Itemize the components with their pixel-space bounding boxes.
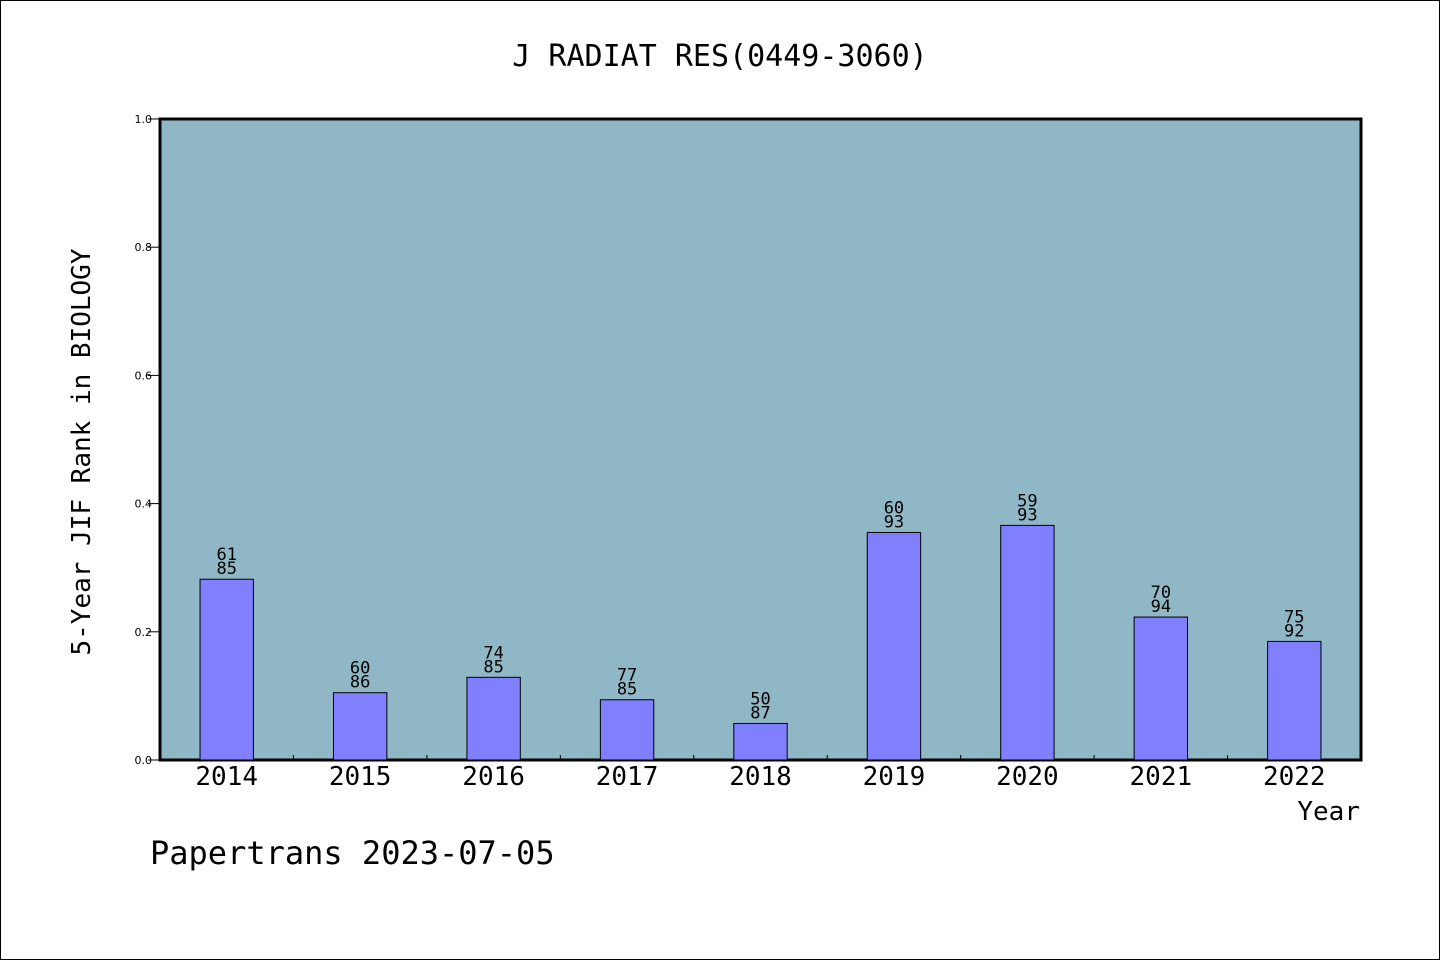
bar-label-top-2017: 77 [617, 666, 637, 686]
bar-label-bottom-2016: 85 [483, 657, 503, 677]
bar-label-bottom-2018: 87 [750, 703, 770, 723]
bar-label-top-2015: 60 [350, 659, 370, 679]
y-axis-label: 5-Year JIF Rank in BIOLOGY [67, 248, 97, 655]
bar-2019 [866, 531, 922, 761]
x-tick-label-2019: 2019 [863, 762, 926, 792]
bar-2021 [1133, 616, 1189, 761]
bar-label-bottom-2014: 85 [216, 559, 236, 579]
bar-label-top-2020: 59 [1017, 491, 1037, 511]
x-tick-label-2015: 2015 [329, 762, 392, 792]
bar-2014 [199, 578, 254, 761]
y-tick-label: 0.2 [135, 626, 153, 639]
x-tick-label-2021: 2021 [1130, 762, 1193, 792]
x-tick-label-2014: 2014 [195, 762, 258, 792]
x-tick-label-2016: 2016 [462, 762, 525, 792]
y-axis-ticks: 0.0 0.2 0.4 0.6 0.8 1.0 [135, 113, 160, 767]
bar-2018 [733, 722, 788, 761]
bar-2022 [1267, 640, 1322, 761]
x-axis-ticks: 2014 2015 2016 2017 2018 2019 2020 2021 2022 [195, 755, 1326, 792]
bar-label-bottom-2019: 93 [884, 512, 904, 532]
bar-label-top-2022: 75 [1284, 607, 1304, 627]
chart-title: J RADIAT RES(0449-3060) [512, 39, 927, 74]
bar-label-top-2014: 61 [216, 545, 236, 565]
bar-label-top-2016: 74 [483, 643, 503, 663]
bar-label-top-2019: 60 [884, 498, 904, 518]
y-tick-label: 0.8 [135, 241, 153, 254]
y-tick-label: 1.0 [135, 113, 153, 126]
bar-label-bottom-2022: 92 [1284, 621, 1304, 641]
bar-2020 [1000, 524, 1055, 761]
bar-label-bottom-2021: 94 [1151, 597, 1171, 617]
x-tick-label-2017: 2017 [596, 762, 659, 792]
bar-label-bottom-2020: 93 [1017, 505, 1037, 525]
x-tick-label-2018: 2018 [729, 762, 792, 792]
bar-2016 [466, 676, 521, 761]
y-tick-label: 0.0 [135, 754, 153, 767]
x-tick-label-2022: 2022 [1263, 762, 1326, 792]
bar-label-top-2021: 70 [1151, 583, 1171, 603]
bar-2015 [332, 692, 388, 761]
x-tick-label-2020: 2020 [996, 762, 1059, 792]
bar-label-top-2018: 50 [750, 689, 770, 709]
bar-label-bottom-2015: 86 [350, 673, 370, 693]
bar-2017 [599, 699, 655, 761]
footer-text: Papertrans 2023-07-05 [150, 834, 555, 872]
y-tick-label: 0.4 [135, 498, 153, 511]
x-axis-label: Year [1297, 797, 1360, 827]
y-tick-label: 0.6 [135, 369, 153, 382]
bar-label-bottom-2017: 85 [617, 680, 637, 700]
